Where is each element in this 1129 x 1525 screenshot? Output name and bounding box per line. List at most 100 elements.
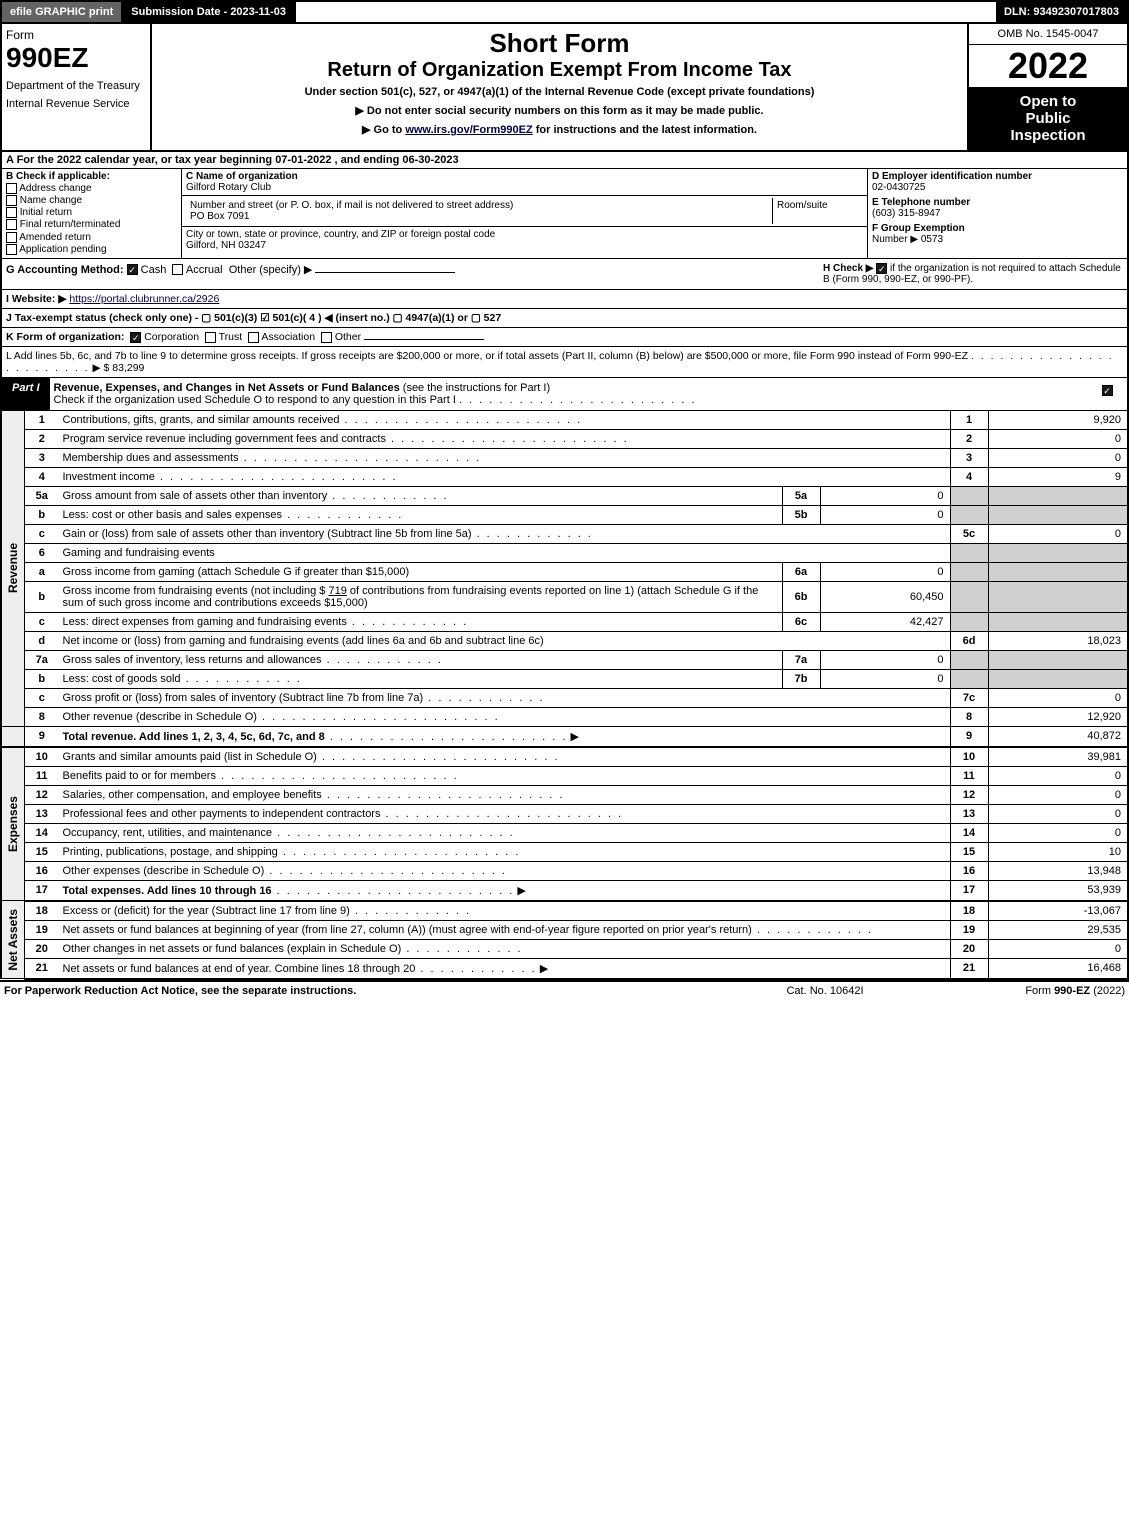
l17-num: 17	[25, 880, 59, 901]
l7b-grey	[950, 669, 988, 688]
goto-link-line: ▶ Go to www.irs.gov/Form990EZ for instru…	[160, 123, 959, 136]
line-6b: b Gross income from fundraising events (…	[1, 581, 1128, 612]
g-cash: Cash	[141, 264, 167, 276]
l12-desc: Salaries, other compensation, and employ…	[63, 789, 565, 801]
ssn-warning: ▶ Do not enter social security numbers o…	[160, 104, 959, 117]
short-form-title: Short Form	[160, 28, 959, 59]
l6d-amt: 18,023	[988, 631, 1128, 650]
i-label: I Website: ▶	[6, 293, 66, 305]
l7b-sub: 7b	[782, 669, 820, 688]
l16-num: 16	[25, 861, 59, 880]
chk-accrual[interactable]	[172, 264, 183, 275]
line-1: Revenue 1 Contributions, gifts, grants, …	[1, 411, 1128, 430]
l14-amt: 0	[988, 823, 1128, 842]
chk-amended-return[interactable]: Amended return	[6, 232, 177, 243]
footer-right-pre: Form	[1025, 985, 1054, 997]
l6d-desc: Net income or (loss) from gaming and fun…	[59, 631, 951, 650]
j-text: J Tax-exempt status (check only one) - ▢…	[6, 312, 501, 324]
part-i-header: Part I Revenue, Expenses, and Changes in…	[0, 378, 1129, 411]
return-title: Return of Organization Exempt From Incom…	[160, 59, 959, 82]
l9-amt: 40,872	[988, 726, 1128, 747]
l6a-val: 0	[820, 562, 950, 581]
l6d-num: d	[25, 631, 59, 650]
chk-association[interactable]	[248, 332, 259, 343]
org-name: Gilford Rotary Club	[186, 182, 271, 193]
other-org-line[interactable]	[364, 339, 484, 340]
c-street-row: Number and street (or P. O. box, if mail…	[182, 196, 867, 227]
l6c-desc: Less: direct expenses from gaming and fu…	[63, 616, 469, 628]
line-18: Net Assets 18 Excess or (deficit) for th…	[1, 901, 1128, 921]
l5c-num: c	[25, 524, 59, 543]
chk-corporation[interactable]: ✓	[130, 332, 141, 343]
l6b-grey	[950, 581, 988, 612]
chk-name-change[interactable]: Name change	[6, 195, 177, 206]
l6b-contrib: 719	[328, 585, 346, 597]
e-tel-label: E Telephone number	[872, 197, 970, 208]
goto-post: for instructions and the latest informat…	[533, 124, 757, 136]
l5c-no: 5c	[950, 524, 988, 543]
ein-value: 02-0430725	[872, 182, 925, 193]
l5c-amt: 0	[988, 524, 1128, 543]
l7a-sub: 7a	[782, 650, 820, 669]
l7b-desc: Less: cost of goods sold	[63, 673, 302, 685]
l15-amt: 10	[988, 842, 1128, 861]
l11-amt: 0	[988, 766, 1128, 785]
chk-schedule-o-parti[interactable]: ✓	[1102, 385, 1113, 396]
l4-no: 4	[950, 467, 988, 486]
other-specify-line[interactable]	[315, 272, 455, 273]
line-2: 2 Program service revenue including gove…	[1, 429, 1128, 448]
l21-num: 21	[25, 958, 59, 979]
c-city-label: City or town, state or province, country…	[186, 229, 495, 240]
chk-h-scheduleb[interactable]: ✓	[876, 263, 887, 274]
title-block: Short Form Return of Organization Exempt…	[152, 24, 967, 150]
org-street: PO Box 7091	[190, 211, 249, 222]
l7a-num: 7a	[25, 650, 59, 669]
l15-no: 15	[950, 842, 988, 861]
topbar: efile GRAPHIC print Submission Date - 20…	[0, 0, 1129, 24]
l5a-val: 0	[820, 486, 950, 505]
right-block: OMB No. 1545-0047 2022 Open to Public In…	[967, 24, 1127, 150]
l13-amt: 0	[988, 804, 1128, 823]
chk-trust[interactable]	[205, 332, 216, 343]
l16-no: 16	[950, 861, 988, 880]
line-11: 11 Benefits paid to or for members 11 0	[1, 766, 1128, 785]
chk-address-change[interactable]: Address change	[6, 183, 177, 194]
l6c-sub: 6c	[782, 612, 820, 631]
l15-num: 15	[25, 842, 59, 861]
l4-num: 4	[25, 467, 59, 486]
l7a-desc: Gross sales of inventory, less returns a…	[63, 654, 443, 666]
open-line2: Public	[975, 110, 1121, 127]
l6-greyamt	[988, 543, 1128, 562]
line-19: 19 Net assets or fund balances at beginn…	[1, 920, 1128, 939]
org-city: Gilford, NH 03247	[186, 240, 266, 251]
line-4: 4 Investment income 4 9	[1, 467, 1128, 486]
tax-year: 2022	[969, 45, 1127, 87]
l6d-no: 6d	[950, 631, 988, 650]
chk-other-org[interactable]	[321, 332, 332, 343]
k-assoc: Association	[261, 331, 315, 343]
l6-grey	[950, 543, 988, 562]
submission-date: Submission Date - 2023-11-03	[123, 2, 296, 22]
g-other: Other (specify) ▶	[229, 264, 313, 276]
chk-application-pending[interactable]: Application pending	[6, 244, 177, 255]
dln: DLN: 93492307017803	[996, 2, 1127, 22]
website-link[interactable]: https://portal.clubrunner.ca/2926	[69, 293, 219, 305]
efile-print-button[interactable]: efile GRAPHIC print	[2, 2, 123, 22]
l7a-grey	[950, 650, 988, 669]
l5b-num: b	[25, 505, 59, 524]
h-label: H Check ▶	[823, 263, 873, 274]
row-a-taxyear: A For the 2022 calendar year, or tax yea…	[0, 152, 1129, 169]
line-6a: a Gross income from gaming (attach Sched…	[1, 562, 1128, 581]
col-d-ein: D Employer identification number 02-0430…	[867, 169, 1127, 258]
chk-final-return[interactable]: Final return/terminated	[6, 219, 177, 230]
col-b-checkboxes: B Check if applicable: Address change Na…	[2, 169, 182, 258]
l20-amt: 0	[988, 939, 1128, 958]
chk-cash[interactable]: ✓	[127, 264, 138, 275]
page-footer: For Paperwork Reduction Act Notice, see …	[0, 980, 1129, 1000]
irs-link[interactable]: www.irs.gov/Form990EZ	[405, 124, 532, 136]
chk-initial-return[interactable]: Initial return	[6, 207, 177, 218]
l5c-desc: Gain or (loss) from sale of assets other…	[63, 528, 593, 540]
b-label: B Check if applicable:	[6, 171, 177, 182]
l5a-sub: 5a	[782, 486, 820, 505]
omb-number: OMB No. 1545-0047	[969, 24, 1127, 45]
